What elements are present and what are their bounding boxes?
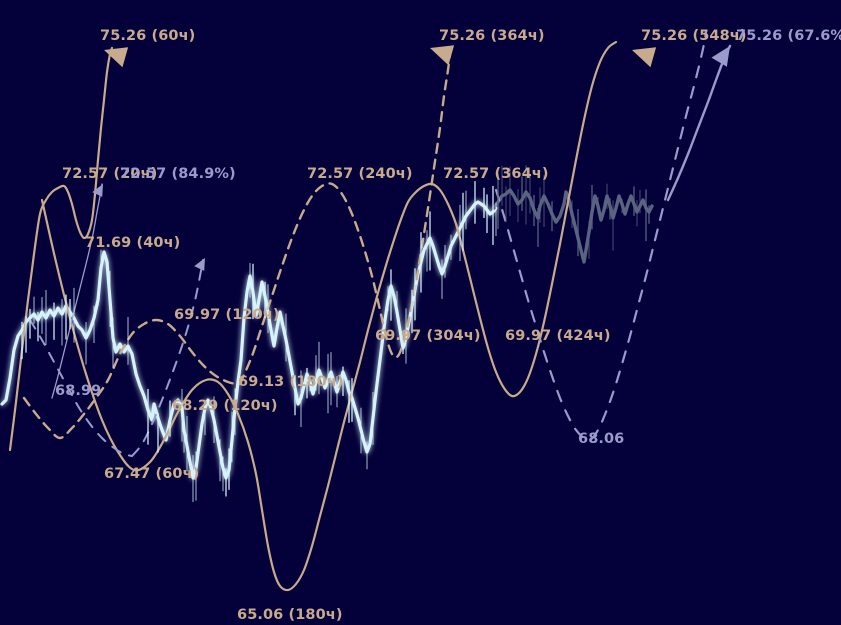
arrowhead-shape <box>92 184 103 197</box>
arrowhead-shape <box>194 258 205 271</box>
label-6997-304h: 69.97 (304ч) <box>375 328 481 344</box>
arrowhead-purple-3 <box>711 46 730 67</box>
projection-tan-dashed-wave <box>22 318 238 440</box>
arrowhead-shape <box>632 47 657 68</box>
label-7526-548h: 75.26 (548ч) <box>641 28 747 44</box>
label-6899: 68.99 <box>55 383 102 399</box>
label-7257-849pct: 72.57 (84.9%) <box>120 166 236 182</box>
label-7257-240h: 72.57 (240ч) <box>307 166 413 182</box>
label-7526-364h: 75.26 (364ч) <box>439 28 545 44</box>
arrowhead-tan-2 <box>430 45 455 66</box>
label-7526-676pct: 75.26 (67.6%) <box>736 28 841 44</box>
label-6913-180h: 69.13 (180ч) <box>238 374 344 390</box>
label-6997-424h: 69.97 (424ч) <box>505 328 611 344</box>
projection-purple-thin-arrow <box>51 183 103 399</box>
label-6829-120h: 68.29 (120ч) <box>172 398 278 414</box>
arrowhead-tan-1 <box>104 47 129 68</box>
label-6506-180h: 65.06 (180ч) <box>237 607 343 623</box>
label-7169-40h: 71.69 (40ч) <box>85 235 181 251</box>
arrowhead-shape <box>104 47 129 68</box>
arrowhead-layer <box>92 45 730 271</box>
arrowhead-shape <box>711 46 730 67</box>
projection-tan-wave-2 <box>40 40 618 592</box>
label-7257-20h: 72.57 (20ч) <box>62 166 158 182</box>
series-layer <box>0 30 732 592</box>
wick-layer <box>21 165 650 503</box>
projection-purple-dashed-rise <box>131 259 204 457</box>
arrowhead-shape <box>430 45 455 66</box>
label-6997-120h: 69.97 (120ч) <box>174 307 280 323</box>
projection-purple-dashed-valley <box>494 30 708 442</box>
projection-tan-wave-1 <box>8 46 114 452</box>
label-7257-364h: 72.57 (364ч) <box>443 166 549 182</box>
label-7526-60h: 75.26 (60ч) <box>100 28 196 44</box>
label-6806: 68.06 <box>578 431 625 447</box>
arrowhead-purple-2 <box>194 258 205 271</box>
label-6747-60h: 67.47 (60ч) <box>104 466 200 482</box>
projection-purple-dashed-down <box>29 319 133 457</box>
arrowhead-tan-3 <box>632 47 657 68</box>
arrowhead-purple-1 <box>92 184 103 197</box>
